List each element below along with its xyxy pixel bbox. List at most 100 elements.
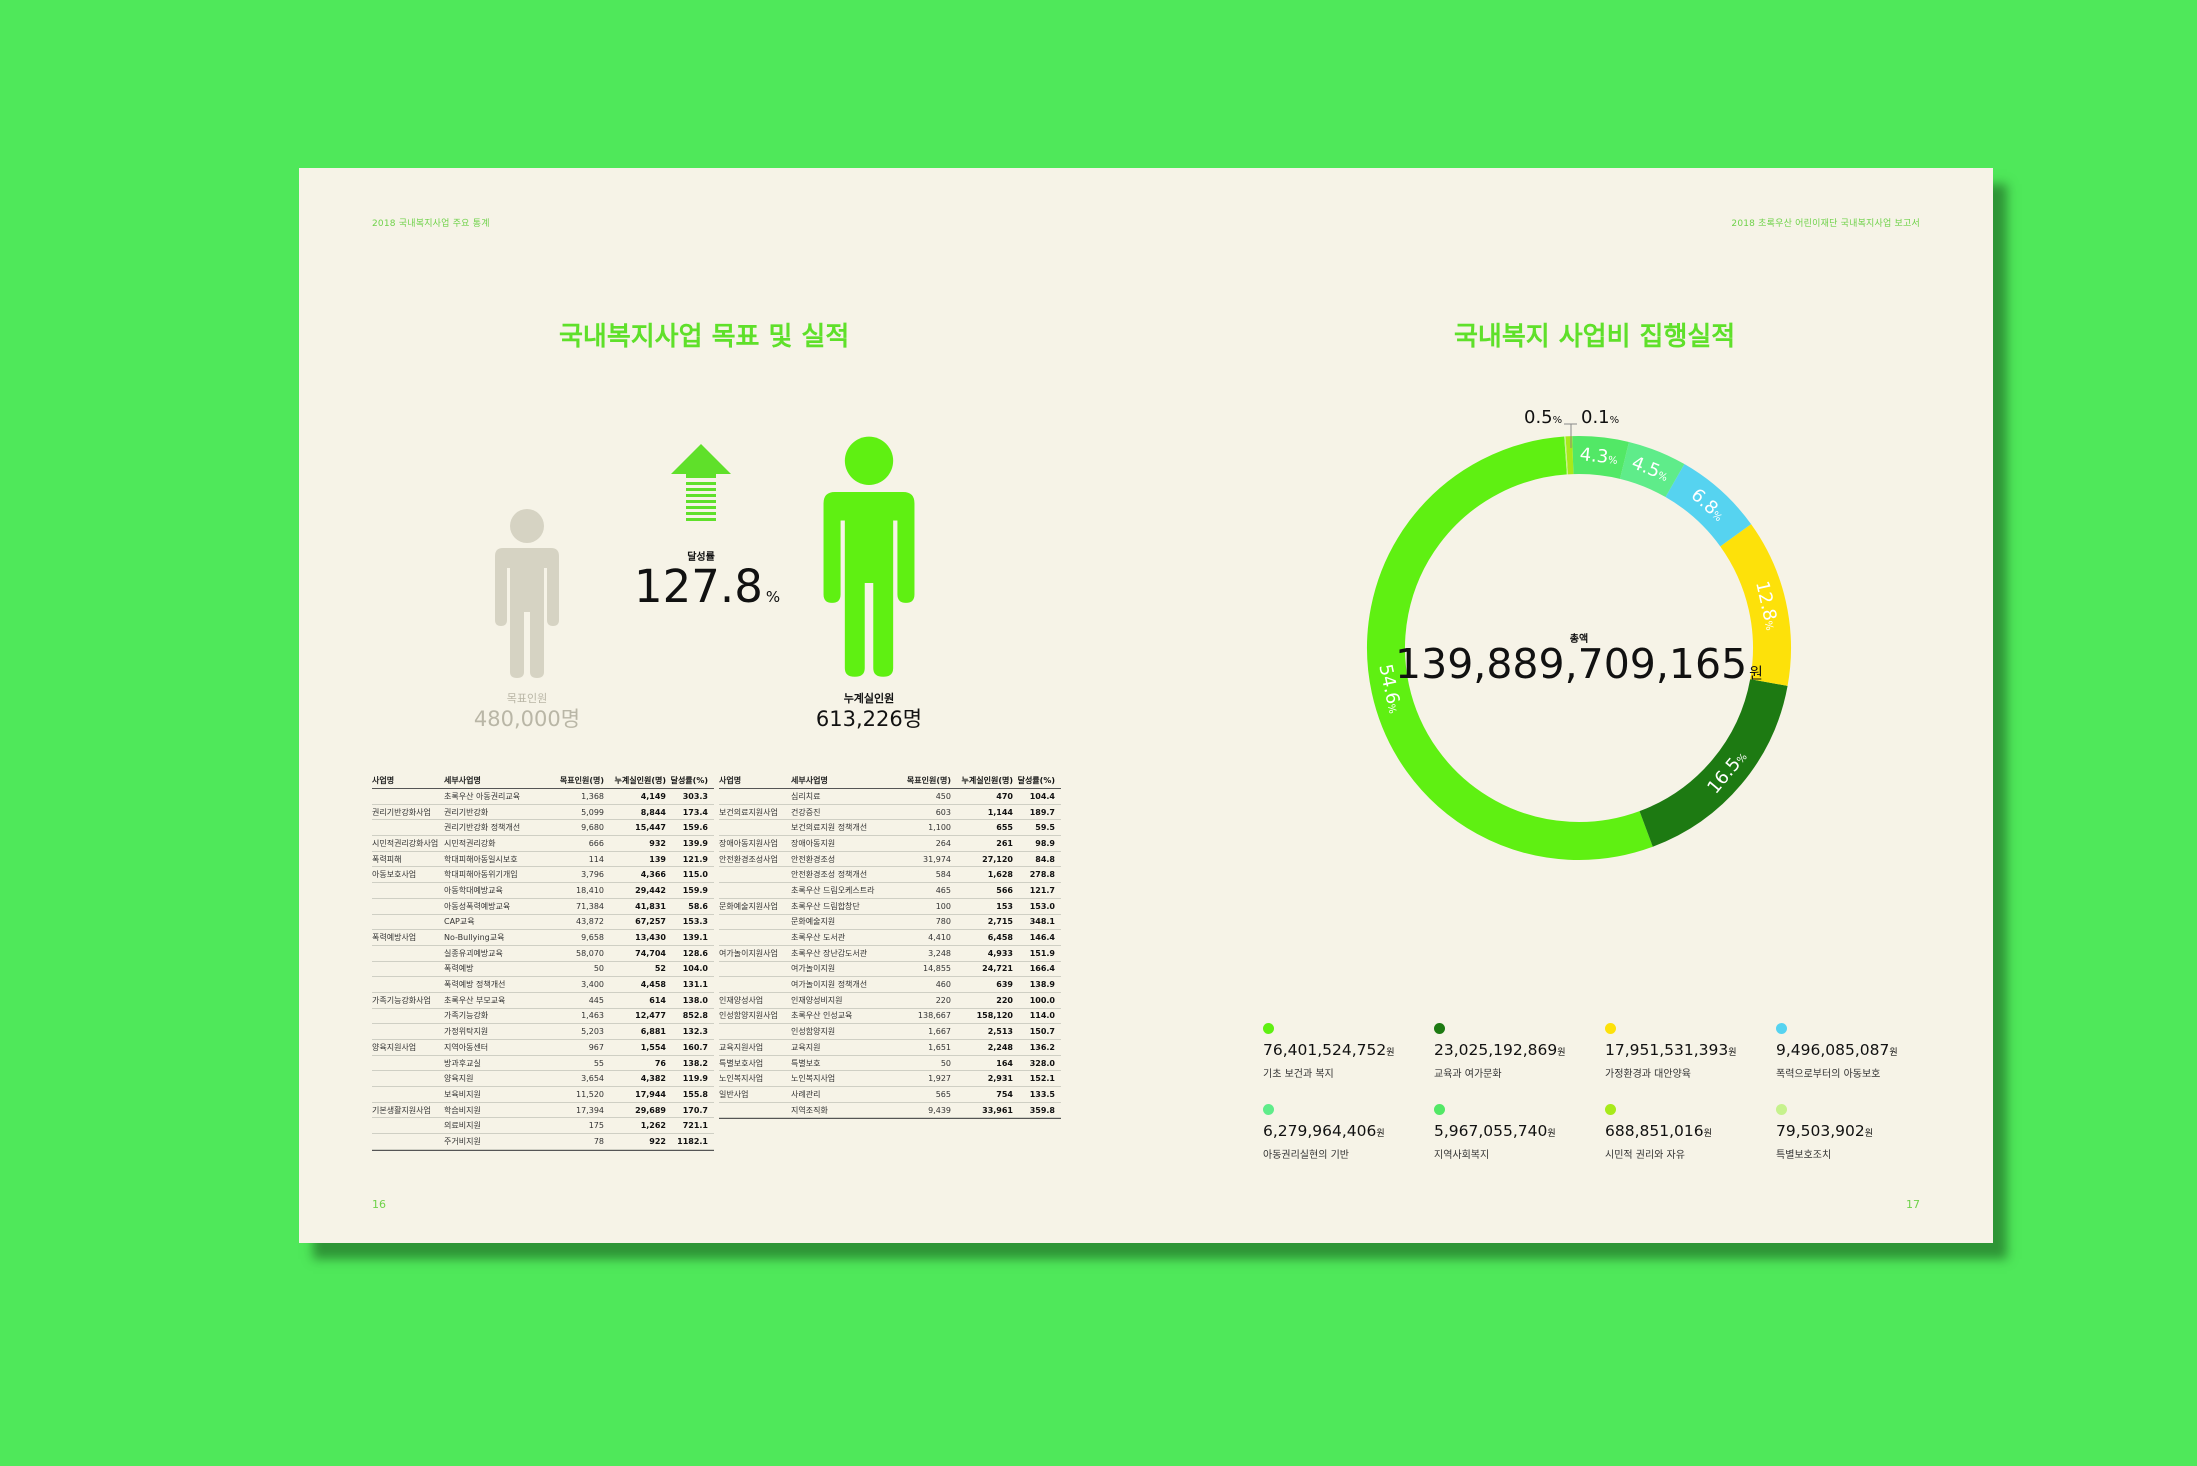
table-cell: 초록우산 장난감도서관 [791,948,868,958]
table-cell: 4,149 [640,791,666,801]
achieved-person-icon [823,436,915,677]
table-cell: 학대피해아동위기개입 [444,870,518,880]
table-cell: 967 [588,1042,604,1052]
table-cell: 189.7 [1029,807,1055,817]
legend-swatch [1776,1023,1787,1034]
donut-slice [1572,436,1629,479]
target-person-icon [495,509,559,678]
donut-slices [1367,436,1791,860]
table-row: 주거비지원 78 922 1182.1 [372,1134,714,1150]
table-cell: 614 [649,995,666,1005]
table-cell: 2,931 [987,1074,1013,1084]
table-cell: 852.8 [682,1011,708,1021]
legend-label: 교육과 여가문화 [1434,1069,1502,1080]
table-cell: 566 [996,885,1013,895]
legend-value: 9,496,085,087 [1776,1041,1890,1059]
total-label: 총액 [1569,634,1589,645]
header-cell: 사업명 [719,776,742,785]
table-cell: 175 [588,1121,604,1131]
table-cell: 655 [996,823,1013,833]
table-cell: 220 [935,995,951,1005]
table-row: 심리치료 450 470 104.4 [719,789,1061,805]
table-cell: 1,100 [928,823,951,833]
legend-label: 시민적 권리와 자유 [1605,1150,1685,1161]
target-label: 목표인원 [506,692,548,705]
table-cell: 158,120 [976,1011,1013,1021]
small-slice-leader-line [1564,423,1577,448]
table-cell: 264 [935,838,951,848]
legend-value-line: 79,503,902원 [1776,1122,1873,1140]
table-cell: 9,680 [581,823,604,833]
table-cell: 양육지원사업 [372,1042,417,1052]
table-cell: 안전환경조성 정책개선 [791,870,868,880]
table-cell: 164 [996,1058,1013,1068]
table-row: 인성함양지원 1,667 2,513 150.7 [719,1024,1061,1040]
table-cell: 9,658 [581,933,604,943]
table-row: 문화예술지원사업 초록우산 드림합창단 100 153 153.0 [719,899,1061,915]
table-cell: 권리기반강화 정책개선 [444,823,521,833]
table-cell: 31,974 [923,854,951,864]
donut-slice [1367,436,1653,860]
table-row: 문화예술지원 780 2,715 348.1 [719,915,1061,931]
table-cell: 74,704 [635,948,666,958]
table-cell: 104.4 [1029,791,1055,801]
table-row: 기본생활지원사업 학습비지원 17,394 29,689 170.7 [372,1103,714,1119]
table-cell: 155.8 [682,1089,708,1099]
table-row: 아동학대예방교육 18,410 29,442 159.9 [372,883,714,899]
table-cell: 159.9 [682,885,708,895]
table-row: 여가놀이지원사업 초록우산 장난감도서관 3,248 4,933 151.9 [719,946,1061,962]
table-cell: 100.0 [1029,995,1055,1005]
table-cell: 초록우산 드림오케스트라 [791,885,875,895]
total-unit: 원 [1749,664,1763,682]
table-row: 초록우산 도서관 4,410 6,458 146.4 [719,930,1061,946]
table-cell: 50 [593,964,604,974]
legend-value-line: 6,279,964,406원 [1263,1122,1385,1140]
table-cell: 아동성폭력예방교육 [444,901,511,911]
legend-value-line: 17,951,531,393원 [1605,1041,1737,1059]
table-cell: 78 [593,1136,604,1146]
rate-unit: % [765,588,781,606]
table-cell: 59.5 [1035,823,1055,833]
table-cell: 666 [588,838,604,848]
table-cell: 170.7 [682,1105,708,1115]
table-row: 폭력예방 정책개선 3,400 4,458 131.1 [372,977,714,993]
table-cell: 128.6 [682,948,708,958]
table-cell: 지역조직화 [791,1105,828,1115]
legend-value: 6,279,964,406 [1263,1122,1377,1140]
table-row: 특별보호사업 특별보호 50 164 328.0 [719,1056,1061,1072]
table-cell: 인성함양지원사업 [719,1011,778,1021]
rate-value: 127.8 [634,560,763,613]
table-cell: 1,628 [987,870,1013,880]
table-cell: 5,203 [581,1027,604,1037]
table-cell: 138.2 [682,1058,708,1068]
table-cell: 9,439 [928,1105,951,1115]
table-cell: 465 [935,885,951,895]
table-row: 실종유괴예방교육 58,070 74,704 128.6 [372,946,714,962]
table-row: 폭력피해 학대피해아동일시보호 114 139 121.9 [372,852,714,868]
table-cell: 2,248 [987,1042,1013,1052]
table-cell: 4,933 [987,948,1013,958]
table-cell: 146.4 [1029,933,1055,943]
table-row: CAP교육 43,872 67,257 153.3 [372,915,714,931]
table-row: 장애아동지원사업 장애아동지원 264 261 98.9 [719,836,1061,852]
table-cell: 기본생활지원사업 [372,1105,431,1115]
table-row: 양육지원사업 지역아동센터 967 1,554 160.7 [372,1040,714,1056]
table-cell: 15,447 [635,823,666,833]
table-cell: 사례관리 [791,1089,821,1099]
legend-unit: 원 [1728,1048,1737,1058]
table-cell: 주거비지원 [444,1136,481,1146]
table-cell: 가족기능강화 [444,1011,489,1021]
table-cell: 4,382 [640,1074,666,1084]
table-cell: 3,654 [581,1074,604,1084]
slice-unit: % [1553,415,1563,426]
table-cell: 139 [649,854,666,864]
table-cell: 139.1 [682,933,708,943]
table-cell: 13,430 [635,933,666,943]
donut-slice-label: 0.5% [1524,408,1562,428]
table-cell: 폭력예방 [444,964,474,974]
right-page-title: 국내복지 사업비 집행실적 [1454,322,1736,352]
table-cell: 3,796 [581,870,604,880]
table-cell: 52 [654,964,666,974]
legend-value-line: 76,401,524,752원 [1263,1041,1395,1059]
table-row: 폭력예방 50 52 104.0 [372,962,714,978]
